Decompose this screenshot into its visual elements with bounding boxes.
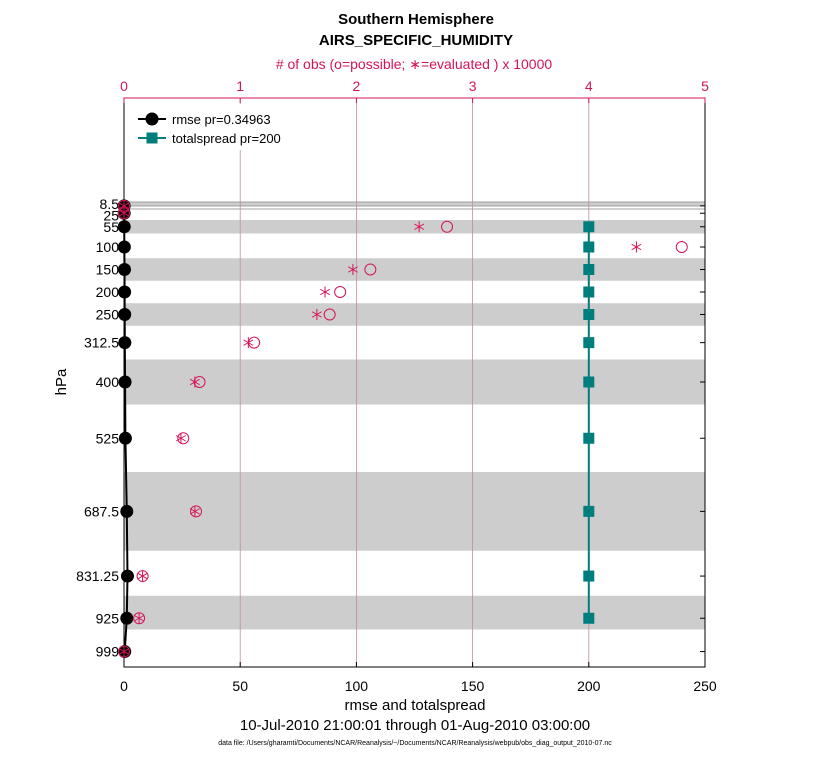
totalspread-point <box>583 309 595 320</box>
y-tick-label: 100 <box>96 239 120 255</box>
y-tick-label: 999 <box>96 644 120 660</box>
rmse-point <box>118 375 132 389</box>
y-axis-label: hPa <box>53 368 70 395</box>
chart-title: Southern Hemisphere <box>338 11 494 28</box>
series-layer <box>117 199 595 659</box>
obs-evaluated-marker <box>243 339 254 346</box>
totalspread-point <box>583 432 595 444</box>
totalspread-point <box>583 221 595 233</box>
top-axis-ticks: 0 1 2 3 4 5 <box>120 78 709 103</box>
totalspread-point <box>583 286 595 298</box>
shaded-band <box>124 202 705 207</box>
top-tick-label: 1 <box>236 78 244 94</box>
totalspread-point <box>583 612 595 624</box>
y-tick-label: 400 <box>96 374 120 390</box>
y-tick-label: 200 <box>96 284 120 300</box>
rmse-point <box>118 285 132 299</box>
y-tick-label: 831.25 <box>76 568 119 584</box>
obs-evaluated-marker <box>347 266 358 273</box>
obs-evaluated-marker <box>118 648 130 655</box>
totalspread-point <box>583 241 595 253</box>
chart-subtitle: AIRS_SPECIFIC_HUMIDITY <box>319 32 513 49</box>
rmse-point <box>117 220 131 234</box>
y-tick-label: 55 <box>103 219 119 235</box>
shaded-bands <box>124 201 705 630</box>
y-tick-label: 8.5 <box>100 196 120 212</box>
shaded-band <box>124 595 705 630</box>
top-axis-label: # of obs (o=possible; ∗=evaluated ) x 10… <box>276 56 553 72</box>
obs-evaluated-marker <box>189 508 200 515</box>
legend-box <box>130 104 308 150</box>
obs-possible-marker <box>675 241 688 253</box>
y-tick-label: 250 <box>96 307 120 323</box>
shaded-band <box>124 258 705 281</box>
obs-evaluated-marker <box>631 243 642 251</box>
data-file-note: data file: /Users/gharamti/Documents/NCA… <box>218 740 612 747</box>
obs-evaluated-marker <box>320 288 331 296</box>
x-tick-label: 0 <box>120 678 128 694</box>
y-tick-label: 525 <box>96 430 120 446</box>
totalspread-point <box>583 264 595 275</box>
rmse-point <box>117 263 131 276</box>
legend-spread-marker <box>146 132 158 144</box>
x-axis-ticks: 0 50 100 150 200 250 <box>120 662 717 694</box>
obs-possible-marker <box>190 505 203 518</box>
rmse-point <box>120 611 134 625</box>
obs-evaluated-marker <box>175 435 186 442</box>
obs-evaluated-marker <box>311 311 322 318</box>
obs-possible-marker <box>364 263 377 276</box>
rmse-point <box>118 431 132 445</box>
obs-evaluated-marker <box>137 572 148 580</box>
obs-count-layer <box>118 199 688 658</box>
shaded-band <box>124 303 705 326</box>
y-tick-label: 150 <box>96 262 120 278</box>
top-tick-label: 5 <box>701 78 709 94</box>
obs-evaluated-marker <box>414 223 425 230</box>
x-axis-label: rmse and totalspread <box>345 697 486 714</box>
totalspread-point <box>583 376 595 388</box>
obs-possible-marker <box>323 308 336 321</box>
obs-possible-marker <box>441 220 454 233</box>
x-tick-label: 150 <box>461 678 485 694</box>
obs-possible-marker <box>177 432 190 445</box>
y-tick-label: 925 <box>96 610 120 626</box>
x-tick-label: 50 <box>232 678 248 694</box>
rmse-point <box>118 336 132 350</box>
legend: rmse pr=0.34963 totalspread pr=200 <box>130 104 308 150</box>
top-tick-label: 4 <box>585 78 593 94</box>
y-tick-label: 25 <box>103 207 119 223</box>
shaded-band <box>124 472 705 551</box>
obs-possible-marker <box>248 336 261 349</box>
totalspread-point <box>583 505 595 517</box>
top-axis-gridlines <box>239 98 590 667</box>
totalspread-point <box>583 570 595 582</box>
date-range: 10-Jul-2010 21:00:01 through 01-Aug-2010… <box>240 717 590 734</box>
obs-possible-marker <box>334 286 347 298</box>
obs-evaluated-marker <box>118 210 130 217</box>
top-tick-label: 2 <box>353 78 361 94</box>
top-tick-label: 3 <box>469 78 477 94</box>
legend-spread-label: totalspread pr=200 <box>172 131 281 146</box>
legend-rmse-marker <box>145 112 159 126</box>
x-tick-label: 100 <box>345 678 369 694</box>
x-tick-label: 250 <box>693 678 717 694</box>
rmse-point <box>117 240 131 254</box>
obs-evaluated-marker <box>134 615 145 622</box>
rmse-point <box>120 504 134 518</box>
rmse-point <box>120 569 134 583</box>
rmse-point <box>118 308 132 321</box>
shaded-band <box>124 359 705 405</box>
x-tick-label: 200 <box>577 678 601 694</box>
legend-rmse-label: rmse pr=0.34963 <box>172 112 271 127</box>
obs-evaluated-marker <box>189 378 200 386</box>
totalspread-point <box>583 337 595 349</box>
y-tick-label: 312.5 <box>84 335 119 351</box>
shaded-band <box>124 220 705 234</box>
obs-evaluated-marker <box>118 202 130 210</box>
y-tick-label: 687.5 <box>84 503 119 519</box>
top-tick-label: 0 <box>120 78 128 94</box>
